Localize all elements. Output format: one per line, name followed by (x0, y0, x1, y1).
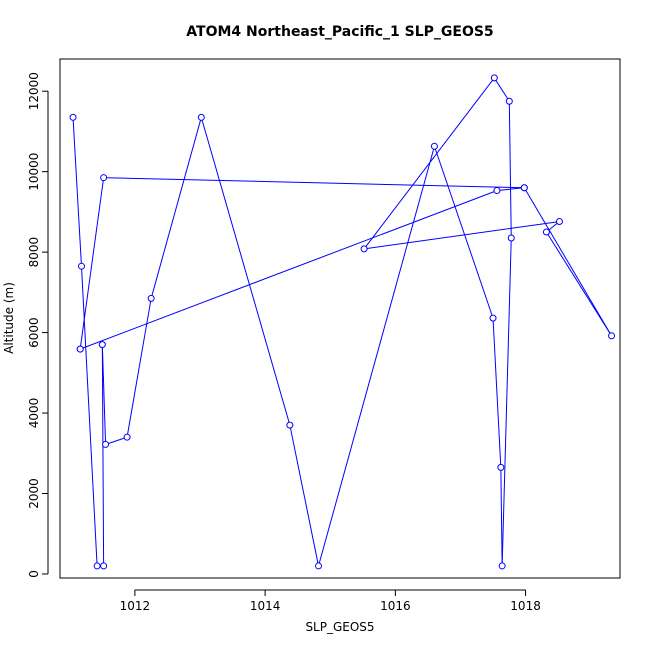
y-tick-label: 2000 (27, 478, 41, 509)
data-point (520, 184, 528, 192)
data-point (76, 345, 84, 353)
line-segment (106, 177, 522, 189)
y-tick-label: 8000 (27, 237, 41, 268)
data-point (123, 433, 131, 441)
x-axis-label: SLP_GEOS5 (305, 620, 374, 634)
line-segment (81, 269, 98, 563)
data-point (197, 113, 205, 121)
data-point (507, 234, 515, 242)
y-tick-label: 10000 (27, 153, 41, 191)
line-segment (434, 148, 493, 316)
x-tick-label: 1012 (120, 599, 151, 613)
data-point (98, 341, 106, 349)
data-point (286, 421, 294, 429)
x-tick-label: 1016 (380, 599, 411, 613)
data-point (489, 314, 497, 322)
line-segment (72, 120, 82, 264)
line-segment (501, 241, 512, 563)
data-point (542, 228, 550, 236)
line-segment (108, 437, 125, 444)
data-point (360, 245, 368, 253)
line-segment (318, 149, 435, 564)
line-segment (127, 301, 152, 435)
data-point (505, 97, 513, 105)
chart-title: ATOM4 Northeast_Pacific_1 SLP_GEOS5 (186, 24, 493, 40)
data-point (493, 187, 501, 195)
line-segment (365, 79, 493, 247)
line-segment (101, 347, 105, 563)
line-segment (82, 191, 495, 349)
line-segment (500, 470, 503, 563)
x-axis: 1012 1014 1016 1018 (120, 589, 541, 613)
data-point (93, 562, 101, 570)
line-segment (548, 223, 558, 231)
data-point (147, 294, 155, 302)
x-tick-label: 1018 (510, 599, 541, 613)
data-point (77, 262, 85, 270)
data-point (69, 113, 77, 121)
y-tick-label: 6000 (27, 317, 41, 348)
line-segment (547, 234, 611, 334)
data-point (497, 463, 505, 471)
y-tick-label: 12000 (27, 72, 41, 110)
data-point (490, 74, 498, 82)
y-axis: 0 2000 4000 6000 8000 10000 12000 (27, 72, 49, 578)
line-segment (525, 190, 611, 334)
line-segment (366, 221, 557, 249)
data-point (555, 218, 563, 226)
x-tick-label: 1014 (250, 599, 281, 613)
data-point (608, 332, 616, 340)
line-segment (151, 120, 201, 296)
y-axis-label: Altitude (m) (2, 282, 16, 354)
line-segment (508, 104, 512, 236)
data-points (69, 74, 616, 570)
line-segment (495, 80, 509, 99)
data-point (498, 562, 506, 570)
line-segment (289, 427, 319, 564)
y-tick-label: 4000 (27, 398, 41, 429)
data-point (100, 174, 108, 182)
y-tick-label: 0 (27, 570, 41, 578)
plot-frame (59, 58, 621, 579)
data-point (430, 142, 438, 150)
data-point (102, 440, 110, 448)
data-point (100, 562, 108, 570)
line-segment (492, 321, 502, 465)
line-segment (101, 347, 106, 442)
line-segment (499, 187, 522, 191)
data-point (315, 562, 323, 570)
line-segment (80, 180, 104, 347)
line-segment (201, 120, 290, 423)
data-lines (72, 79, 611, 567)
